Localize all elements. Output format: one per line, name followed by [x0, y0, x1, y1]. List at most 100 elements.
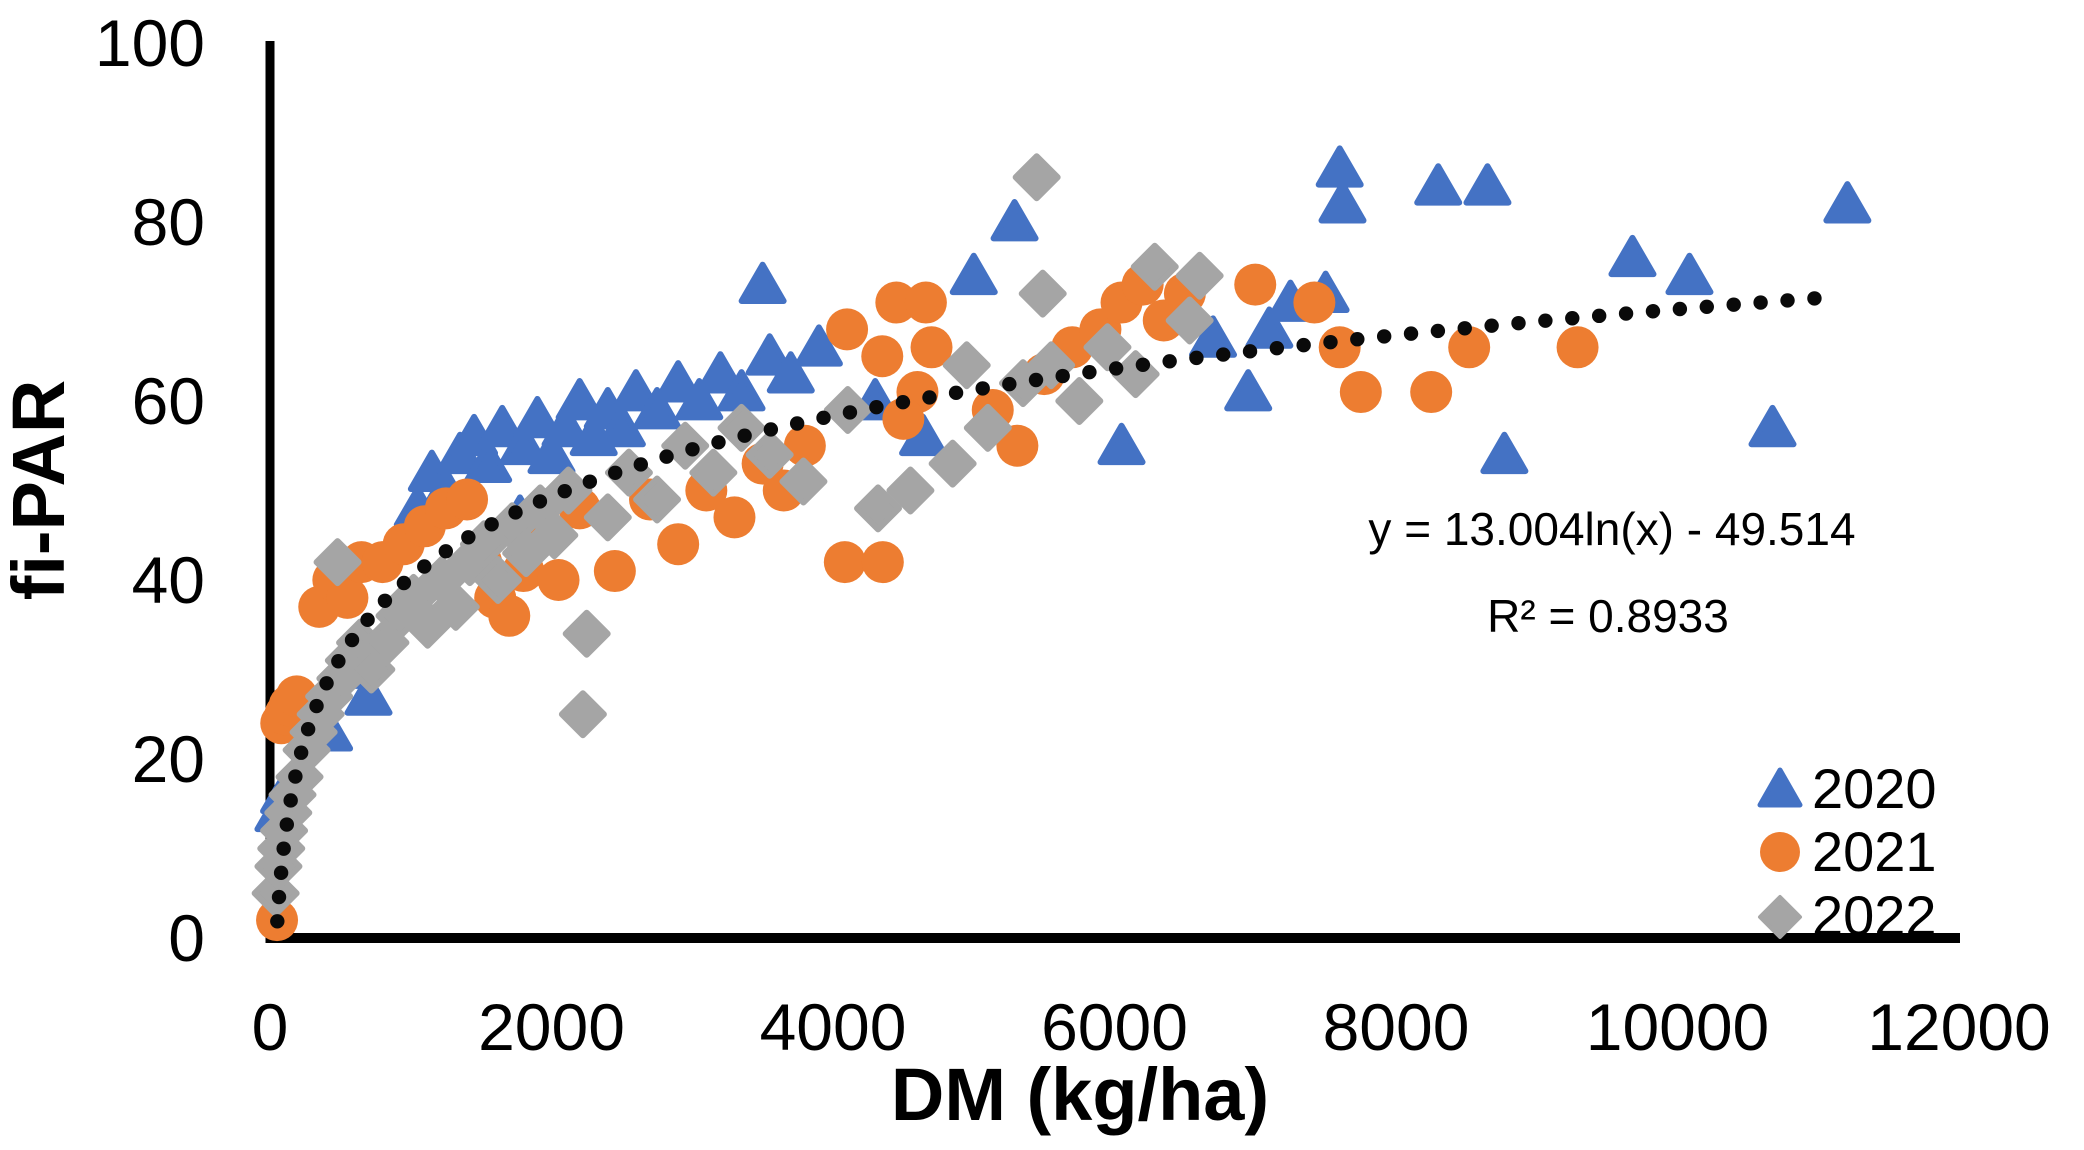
data-point-2022 — [689, 448, 738, 497]
trendline-dot — [763, 422, 779, 437]
trendline-dot — [1780, 293, 1795, 308]
trendline-dot — [1135, 357, 1151, 373]
triangle-marker-icon — [1757, 767, 1803, 808]
data-point-2020 — [499, 422, 548, 466]
trendline-dot — [582, 474, 598, 489]
data-point-2020 — [766, 351, 815, 394]
trendline-dot — [344, 632, 360, 648]
trendline-dot — [557, 483, 572, 499]
trendline-equation: y = 13.004ln(x) - 49.514 — [1368, 503, 1855, 555]
data-point-2021 — [910, 326, 953, 369]
trendline-dot — [1403, 326, 1419, 341]
data-point-2020 — [1665, 252, 1714, 296]
data-point-2020 — [794, 324, 843, 367]
trendline-dot — [922, 390, 937, 405]
x-tick-label: 0 — [252, 990, 289, 1064]
data-point-2022 — [963, 403, 1012, 452]
data-point-2022 — [854, 484, 903, 533]
trendline-dot — [1189, 350, 1204, 366]
legend-label-2021: 2021 — [1812, 820, 1937, 883]
data-point-2021 — [1293, 281, 1336, 324]
trendline-dot — [1591, 308, 1607, 324]
data-point-2022 — [942, 341, 991, 390]
trendline-dot — [948, 385, 964, 401]
legend-label-2022: 2022 — [1812, 884, 1937, 947]
trendline-dot — [417, 559, 432, 574]
trendline-dot — [1028, 372, 1044, 388]
trendline-dot — [789, 416, 805, 431]
trendline-dot — [1376, 329, 1392, 344]
data-point-2021 — [861, 541, 904, 584]
y-tick-label: 40 — [132, 543, 205, 617]
data-point-2022 — [474, 556, 523, 604]
data-point-2022 — [928, 439, 977, 488]
trendline-dot — [283, 793, 298, 808]
data-point-2022 — [886, 466, 935, 515]
legend-label-2020: 2020 — [1812, 757, 1937, 820]
data-point-2021 — [657, 523, 700, 566]
series-2020 — [254, 145, 1872, 833]
y-tick-label: 80 — [132, 185, 205, 259]
data-point-2020 — [654, 360, 703, 403]
data-point-2021 — [861, 335, 904, 378]
trendline-dot — [842, 405, 858, 420]
data-point-2021 — [713, 496, 756, 539]
trendline-layer — [270, 291, 1822, 929]
data-point-2020 — [1748, 404, 1797, 448]
data-point-2020 — [1823, 181, 1872, 224]
data-point-2022 — [1083, 323, 1132, 372]
data-point-2020 — [1480, 431, 1529, 475]
data-point-2022 — [1012, 153, 1061, 202]
trendline-dot — [484, 517, 499, 532]
trendline-dot — [377, 593, 393, 608]
trendline-dot — [270, 914, 285, 929]
data-point-2021 — [826, 308, 869, 351]
trendline-dot — [279, 817, 295, 832]
trendline-dot — [319, 676, 334, 691]
data-point-2022 — [779, 457, 828, 506]
data-point-2022 — [1055, 377, 1104, 425]
trendline-dot — [1323, 334, 1338, 350]
x-axis-tick-labels: 0 2000 4000 6000 8000 10000 12000 — [252, 990, 2051, 1064]
trendline-dot — [659, 449, 674, 464]
trendline-dot — [975, 381, 990, 396]
trendline-dot — [293, 745, 309, 760]
data-point-2020 — [527, 431, 576, 475]
trendline-dot — [869, 399, 884, 415]
trendline-dot — [1511, 315, 1526, 331]
x-tick-label: 4000 — [760, 990, 907, 1064]
data-point-2021 — [1318, 326, 1361, 369]
data-point-2021 — [537, 559, 580, 601]
data-point-2020 — [541, 404, 590, 448]
data-points-layer — [251, 145, 1872, 942]
diamond-marker-icon — [1758, 895, 1802, 939]
data-point-2020 — [1414, 163, 1463, 206]
trendline-dot — [331, 654, 346, 669]
trendline-dot — [271, 889, 287, 905]
trendline-dot — [309, 698, 324, 714]
trendline-dot — [1672, 301, 1688, 317]
data-point-2021 — [783, 424, 826, 467]
trendline-dot — [1162, 354, 1177, 369]
data-point-2020 — [633, 387, 682, 430]
data-point-2020 — [464, 440, 513, 484]
data-point-2020 — [513, 395, 562, 439]
y-tick-label: 0 — [168, 901, 205, 975]
trendline-dot — [1565, 311, 1580, 326]
data-point-2022 — [1111, 350, 1160, 399]
data-point-2020 — [1245, 306, 1294, 349]
data-point-2022 — [1130, 242, 1179, 291]
trendline-dot — [300, 722, 316, 737]
trendline-dot — [1055, 368, 1070, 384]
trendline-dot — [1484, 318, 1499, 333]
data-point-2022 — [431, 582, 480, 631]
data-point-2020 — [344, 673, 393, 716]
trendline-dot — [737, 428, 752, 443]
data-point-2022 — [313, 538, 362, 587]
data-point-2022 — [745, 430, 794, 479]
trendline-dot — [276, 841, 291, 856]
data-point-2020 — [1097, 422, 1146, 466]
x-tick-label: 10000 — [1586, 990, 1770, 1064]
data-point-2020 — [990, 199, 1039, 242]
